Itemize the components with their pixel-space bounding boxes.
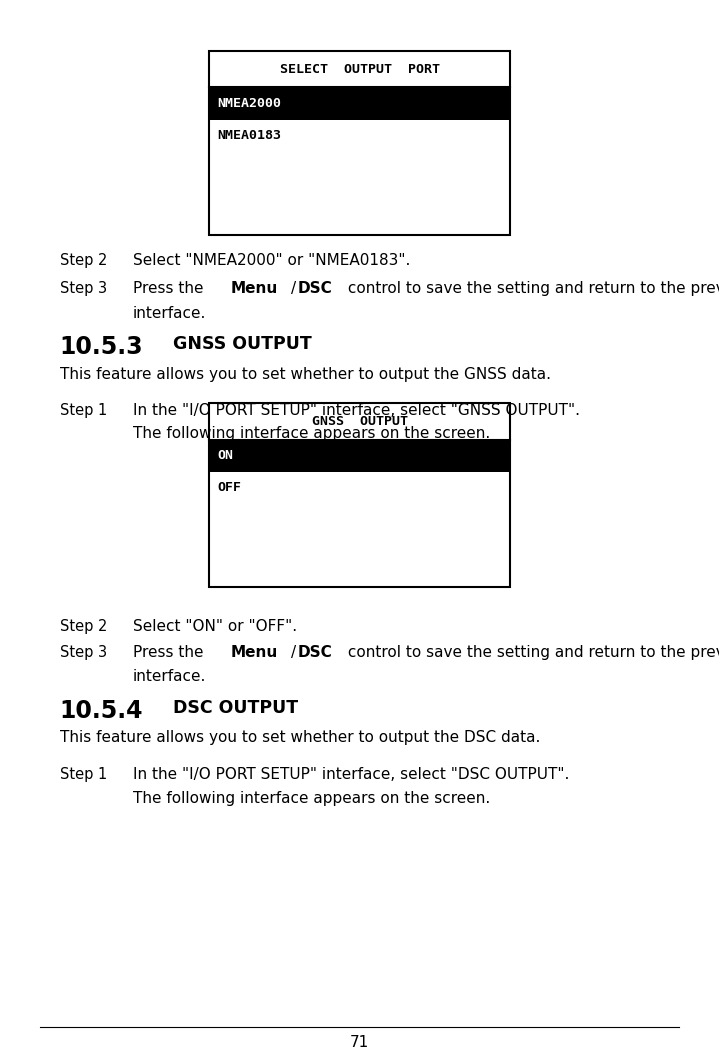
Text: Menu: Menu (230, 645, 278, 660)
Text: Step 1: Step 1 (60, 767, 107, 782)
Text: In the "I/O PORT SETUP" interface, select "GNSS OUTPUT".: In the "I/O PORT SETUP" interface, selec… (133, 403, 580, 417)
Text: Press the: Press the (133, 645, 209, 660)
Text: ON: ON (217, 449, 233, 462)
Text: GNSS OUTPUT: GNSS OUTPUT (173, 335, 312, 353)
Bar (209, 51, 510, 235)
Text: The following interface appears on the screen.: The following interface appears on the s… (133, 790, 490, 805)
Text: NMEA0183: NMEA0183 (217, 130, 281, 142)
Text: Step 1: Step 1 (60, 403, 107, 417)
Text: 10.5.3: 10.5.3 (60, 335, 143, 359)
Text: In the "I/O PORT SETUP" interface, select "DSC OUTPUT".: In the "I/O PORT SETUP" interface, selec… (133, 767, 569, 782)
Bar (209, 440, 510, 472)
Bar (209, 403, 510, 587)
Text: This feature allows you to set whether to output the DSC data.: This feature allows you to set whether t… (60, 730, 540, 745)
Text: DSC OUTPUT: DSC OUTPUT (173, 699, 298, 717)
Text: Step 2: Step 2 (60, 253, 107, 268)
Text: /: / (291, 645, 296, 660)
Bar (209, 87, 510, 120)
Text: Step 3: Step 3 (60, 645, 107, 660)
Text: Press the: Press the (133, 281, 209, 296)
Text: interface.: interface. (133, 669, 206, 684)
Text: DSC: DSC (298, 645, 333, 660)
Text: This feature allows you to set whether to output the GNSS data.: This feature allows you to set whether t… (60, 367, 551, 382)
Text: 71: 71 (350, 1035, 369, 1050)
Text: /: / (291, 281, 296, 296)
Text: Select "NMEA2000" or "NMEA0183".: Select "NMEA2000" or "NMEA0183". (133, 253, 411, 268)
Text: control to save the setting and return to the previous: control to save the setting and return t… (343, 281, 719, 296)
Text: NMEA2000: NMEA2000 (217, 97, 281, 110)
Text: interface.: interface. (133, 306, 206, 320)
Text: OFF: OFF (217, 482, 241, 494)
Text: Step 3: Step 3 (60, 281, 107, 296)
Text: Select "ON" or "OFF".: Select "ON" or "OFF". (133, 619, 297, 633)
Text: GNSS  OUTPUT: GNSS OUTPUT (311, 414, 408, 428)
Text: DSC: DSC (298, 281, 333, 296)
Text: Menu: Menu (230, 281, 278, 296)
Text: Step 2: Step 2 (60, 619, 107, 633)
Text: 10.5.4: 10.5.4 (60, 699, 143, 723)
Text: The following interface appears on the screen.: The following interface appears on the s… (133, 426, 490, 441)
Text: SELECT  OUTPUT  PORT: SELECT OUTPUT PORT (280, 62, 439, 76)
Text: control to save the setting and return to the previous: control to save the setting and return t… (343, 645, 719, 660)
